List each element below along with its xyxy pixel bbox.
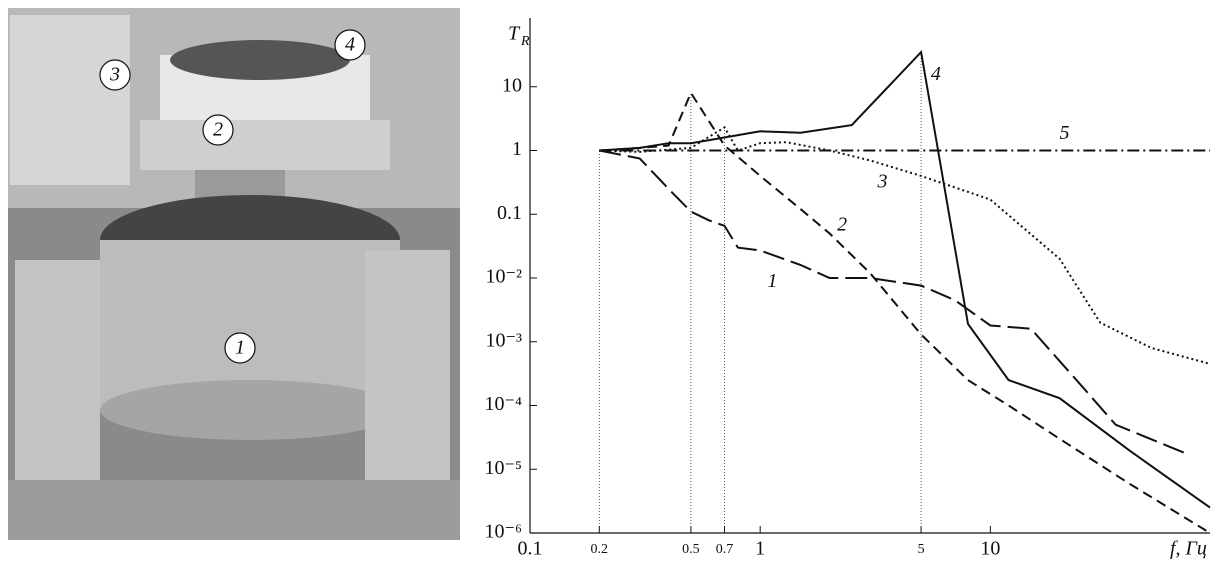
callout-label: 1 (235, 337, 245, 359)
callout-circle (99, 59, 131, 91)
photo-labels: 1 2 3 4 (99, 29, 366, 364)
callout-circle (224, 332, 256, 364)
x-tick-label: 0.7 (716, 542, 734, 557)
callout-circle (334, 29, 366, 61)
x-tick-label: 0.2 (591, 542, 609, 557)
y-tick-label: 10 (502, 74, 522, 96)
y-tick-label: 10⁻⁵ (484, 457, 522, 479)
x-tick-label: 1 (755, 538, 765, 560)
callout-label: 3 (109, 64, 120, 86)
series-line (599, 49, 1211, 509)
y-tick-label: 10⁻⁶ (484, 521, 522, 543)
callout-label: 4 (345, 34, 355, 56)
series-label: 3 (877, 171, 888, 193)
y-tick-label: 0.1 (497, 202, 522, 224)
y-tick-label: 10⁻² (485, 266, 522, 288)
x-tick-label: 0.5 (682, 542, 700, 557)
x-axis-label: f, Гц (1170, 538, 1207, 560)
photo (8, 8, 460, 540)
x-tick-label: 0.1 (518, 538, 543, 560)
y-axis-label-sub: R (520, 34, 530, 49)
series-label: 5 (1060, 122, 1070, 144)
y-tick-label: 1 (512, 138, 522, 160)
callout-label: 2 (213, 119, 223, 141)
y-axis-label: T (508, 23, 521, 45)
y-tick-label: 10⁻³ (485, 329, 522, 351)
series-line (599, 149, 1186, 454)
series-label: 2 (837, 213, 847, 235)
x-tick-label: 5 (918, 542, 925, 557)
x-tick-label: 10 (980, 538, 1000, 560)
series-label: 1 (767, 270, 777, 292)
y-tick-label: 10⁻⁴ (484, 393, 522, 415)
series-line (599, 90, 1211, 534)
callout-circle (202, 114, 234, 146)
series-label: 4 (931, 63, 941, 85)
